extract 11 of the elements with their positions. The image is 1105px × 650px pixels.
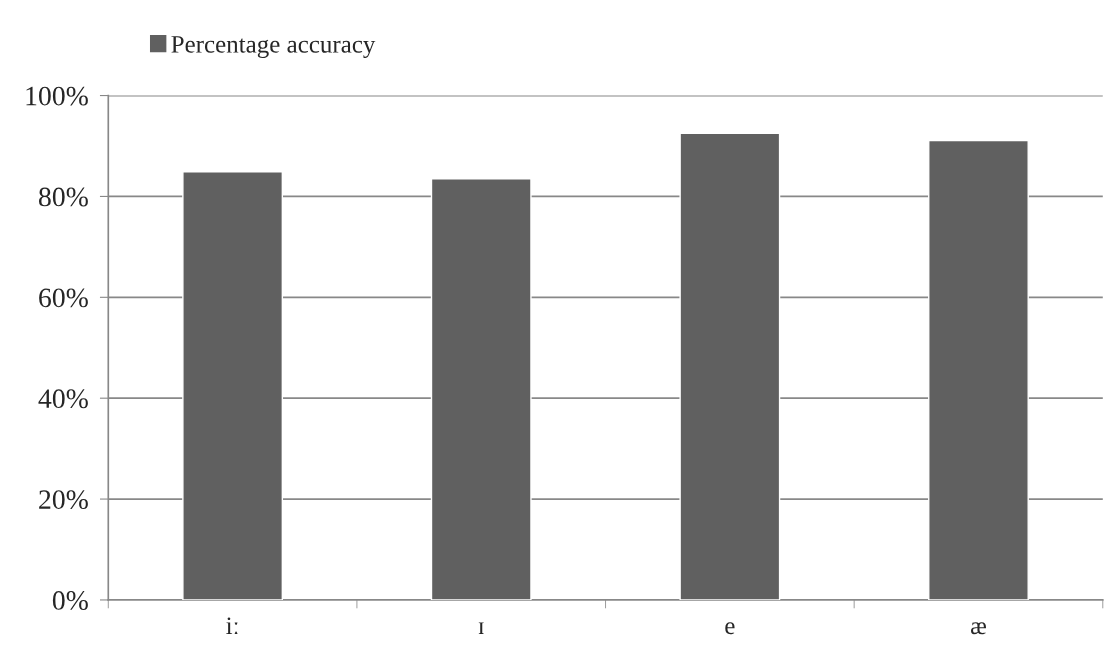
- y-tick-label: 0%: [52, 591, 88, 610]
- y-tick-label: 80%: [38, 187, 88, 207]
- legend-label: Percentage accuracy: [171, 36, 376, 58]
- x-tick-label: ɪ: [478, 622, 484, 634]
- y-tick-label: 60%: [39, 288, 88, 308]
- y-tick-label: 20%: [39, 490, 88, 510]
- y-tick-label: 100%: [26, 86, 88, 106]
- x-tick-label: e: [725, 622, 735, 635]
- x-tick-label: æ: [971, 622, 986, 635]
- x-tick-label: iː: [226, 617, 238, 634]
- y-tick-label: 40%: [38, 389, 88, 409]
